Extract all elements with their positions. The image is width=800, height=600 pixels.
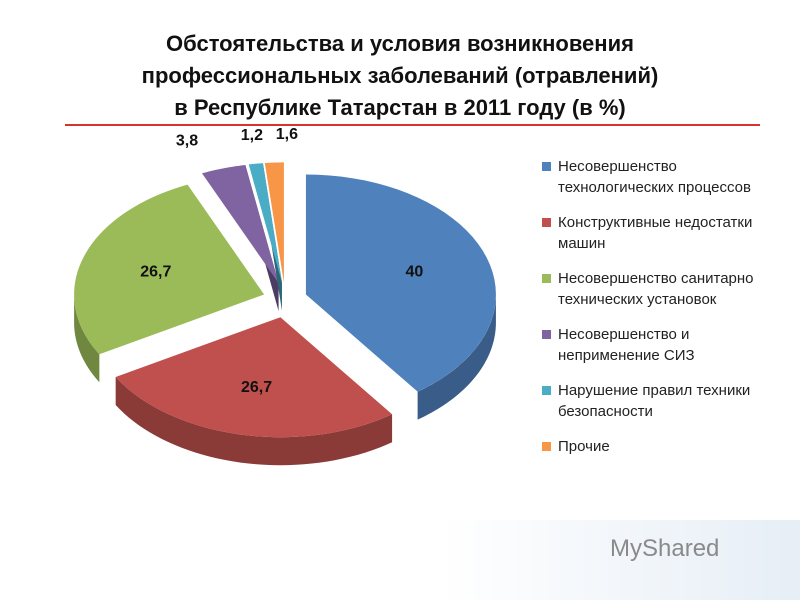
slice — [264, 162, 284, 283]
chart-title: Обстоятельства и условия возникновения п… — [141, 31, 659, 120]
legend-swatch — [542, 218, 551, 227]
watermark: MyShared — [610, 535, 720, 562]
slice — [248, 163, 282, 311]
slice — [305, 174, 496, 420]
decor-band — [440, 520, 800, 600]
legend-swatch — [542, 386, 551, 395]
slice — [74, 184, 265, 383]
legend-label: Несовершенство технологических процессов — [558, 158, 751, 196]
legend-item: Конструктивные недостатки машин — [540, 212, 770, 254]
data-label: 1,2 — [241, 127, 263, 144]
legend-label: Конструктивные недостатки машин — [558, 214, 753, 252]
slice-top — [248, 163, 282, 283]
title-rule — [65, 124, 760, 126]
slice-top — [74, 184, 265, 355]
legend-item: Несовершенство санитарно технических уст… — [540, 268, 770, 310]
legend-label: Нарушение правил техники безопасности — [558, 382, 751, 420]
slice-side — [74, 294, 100, 383]
legend-swatch — [542, 442, 551, 451]
legend-label: Несовершенство санитарно технических уст… — [558, 270, 754, 308]
slice-top — [202, 165, 279, 284]
legend: Несовершенство технологических процессов… — [540, 156, 770, 471]
data-label: 26,7 — [241, 379, 272, 396]
legend-swatch — [542, 162, 551, 171]
chart: 40 26,7 26,7 3,8 1,2 1,6 — [74, 126, 496, 466]
data-label: 3,8 — [176, 132, 198, 149]
data-label: 1,6 — [276, 126, 298, 143]
legend-item: Нарушение правил техники безопасности — [540, 380, 770, 422]
slice-top — [305, 174, 496, 392]
legend-item: Несовершенство и неприменение СИЗ — [540, 324, 770, 366]
legend-label: Прочие — [558, 438, 610, 455]
slice-side — [417, 294, 496, 420]
slice-top — [264, 162, 284, 283]
data-label: 40 — [405, 264, 423, 281]
legend-item: Прочие — [540, 436, 770, 457]
slice-top — [115, 317, 393, 438]
legend-swatch — [542, 330, 551, 339]
slice-side — [115, 376, 393, 466]
legend-swatch — [542, 274, 551, 283]
slice — [115, 317, 393, 466]
slice — [202, 165, 279, 312]
legend-label: Несовершенство и неприменение СИЗ — [558, 326, 695, 364]
legend-item: Несовершенство технологических процессов — [540, 156, 770, 198]
data-label: 26,7 — [140, 263, 171, 280]
